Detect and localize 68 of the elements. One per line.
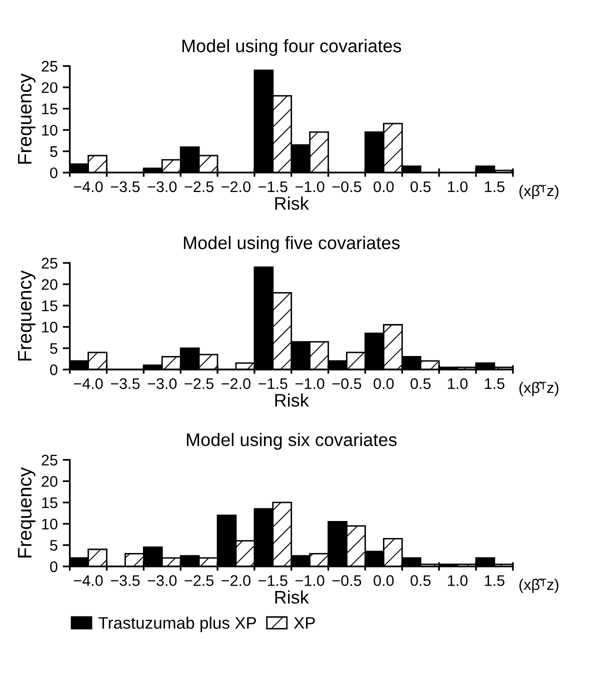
- x-tick-label: −4.0: [74, 181, 103, 192]
- x-tick-label: 1.0: [448, 181, 468, 192]
- y-axis-title: Frequency: [18, 270, 36, 361]
- x-tick-label: −4.0: [74, 575, 103, 586]
- y-tick-label: 10: [42, 518, 58, 530]
- y-tick-label: 25: [42, 258, 58, 269]
- x-tick-label: −2.0: [222, 181, 250, 192]
- y-tick-label: 25: [42, 60, 58, 72]
- y-tick-label: 25: [42, 454, 58, 466]
- x-tick-label: 1.5: [485, 181, 504, 192]
- y-tick-label: 0: [50, 561, 58, 572]
- y-tick-label: 10: [42, 124, 58, 136]
- text: (xβ̂ᵀz): [519, 382, 558, 396]
- y-tick-label: 15: [42, 104, 58, 114]
- x-tick-label: −0.5: [332, 181, 362, 192]
- y-tick-label: 20: [42, 476, 58, 487]
- text: (xβ̂ᵀz): [519, 578, 558, 594]
- x-tick-label: −3.0: [148, 378, 177, 390]
- x-tick-label: −3.5: [110, 575, 140, 586]
- legend-label: XP: [294, 617, 315, 629]
- x-tick-label: −2.0: [222, 575, 250, 586]
- x-tick-label: −3.0: [148, 575, 177, 586]
- legend-label: Trastuzumab plus XP: [98, 616, 256, 632]
- x-tick-label: 0.5: [410, 181, 431, 192]
- y-axis-title: Frequency: [18, 467, 36, 558]
- y-tick-label: 5: [50, 343, 58, 354]
- x-tick-label: −0.5: [332, 575, 362, 586]
- x-tick-label: −3.0: [148, 181, 177, 192]
- y-tick-label: 5: [50, 540, 58, 551]
- x-tick-label: −1.5: [258, 378, 288, 390]
- x-tick-label: 0.0: [374, 378, 394, 390]
- x-tick-label: −2.5: [184, 181, 214, 192]
- x-tick-label: −1.5: [258, 181, 288, 192]
- x-tick-label: 0.0: [374, 181, 394, 192]
- x-tick-label: 0.5: [410, 575, 431, 586]
- x-tick-label: −2.5: [184, 575, 214, 586]
- chart-title: Model using six covariates: [186, 432, 397, 450]
- x-tick-label: −2.0: [222, 378, 250, 390]
- x-tick-label: −1.0: [296, 575, 324, 586]
- x-tick-label: 1.5: [485, 575, 504, 586]
- y-tick-label: 20: [42, 279, 58, 290]
- y-axis-title: Frequency: [18, 73, 36, 164]
- x-tick-label: −0.5: [332, 378, 362, 390]
- x-tick-label: −1.5: [258, 575, 288, 586]
- x-tick-label: −1.0: [296, 181, 324, 192]
- x-tick-label: 1.5: [485, 378, 504, 390]
- y-tick-label: 10: [42, 322, 58, 333]
- x-axis-title: Risk: [275, 196, 309, 210]
- x-tick-label: −3.5: [110, 378, 140, 390]
- x-axis-title: Risk: [275, 590, 309, 604]
- x-tick-label: 0.0: [374, 575, 394, 586]
- text: (xβ̂ᵀz): [519, 184, 558, 200]
- y-tick-label: 0: [50, 364, 58, 376]
- y-tick-label: 0: [50, 167, 58, 178]
- x-tick-label: −1.0: [296, 378, 324, 390]
- chart-title: Model using five covariates: [184, 236, 400, 253]
- y-tick-label: 5: [50, 146, 58, 157]
- x-tick-label: 1.0: [448, 378, 468, 390]
- y-tick-label: 15: [42, 498, 58, 508]
- x-tick-label: 0.5: [410, 378, 431, 390]
- x-axis-title: Risk: [275, 393, 309, 407]
- x-tick-label: 1.0: [448, 575, 468, 586]
- x-tick-label: −3.5: [110, 181, 140, 192]
- y-tick-label: 15: [42, 300, 58, 312]
- x-tick-label: −2.5: [184, 378, 214, 390]
- chart-title: Model using four covariates: [182, 39, 402, 56]
- x-tick-label: −4.0: [74, 378, 103, 390]
- y-tick-label: 20: [42, 82, 58, 94]
